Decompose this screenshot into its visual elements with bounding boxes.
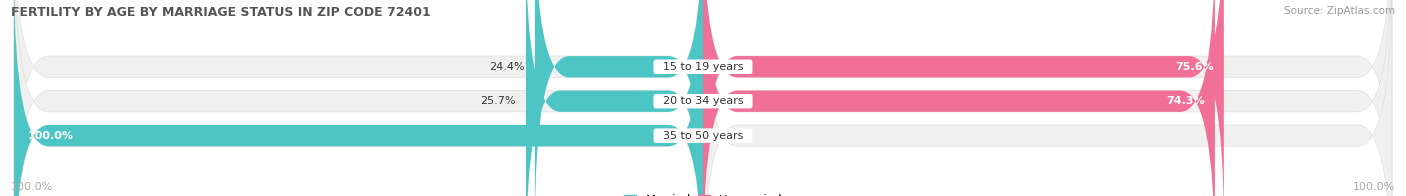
FancyBboxPatch shape [526, 0, 703, 196]
FancyBboxPatch shape [703, 0, 1223, 196]
FancyBboxPatch shape [14, 0, 703, 196]
FancyBboxPatch shape [703, 0, 1392, 196]
Text: 20 to 34 years: 20 to 34 years [655, 96, 751, 106]
FancyBboxPatch shape [14, 0, 703, 196]
Text: 0.0%: 0.0% [717, 131, 745, 141]
Text: FERTILITY BY AGE BY MARRIAGE STATUS IN ZIP CODE 72401: FERTILITY BY AGE BY MARRIAGE STATUS IN Z… [11, 6, 432, 19]
Text: 35 to 50 years: 35 to 50 years [655, 131, 751, 141]
Text: 24.4%: 24.4% [489, 62, 524, 72]
FancyBboxPatch shape [14, 0, 703, 196]
Text: 74.3%: 74.3% [1166, 96, 1205, 106]
FancyBboxPatch shape [14, 0, 703, 196]
Text: 100.0%: 100.0% [1353, 182, 1395, 192]
FancyBboxPatch shape [703, 0, 1392, 196]
Text: 100.0%: 100.0% [11, 182, 53, 192]
FancyBboxPatch shape [703, 0, 1215, 196]
Text: 15 to 19 years: 15 to 19 years [655, 62, 751, 72]
Text: 25.7%: 25.7% [479, 96, 516, 106]
FancyBboxPatch shape [534, 0, 703, 196]
Legend: Married, Unmarried: Married, Unmarried [621, 192, 785, 196]
FancyBboxPatch shape [703, 0, 1392, 196]
Text: 75.6%: 75.6% [1175, 62, 1213, 72]
Text: Source: ZipAtlas.com: Source: ZipAtlas.com [1284, 6, 1395, 16]
Text: 100.0%: 100.0% [28, 131, 75, 141]
